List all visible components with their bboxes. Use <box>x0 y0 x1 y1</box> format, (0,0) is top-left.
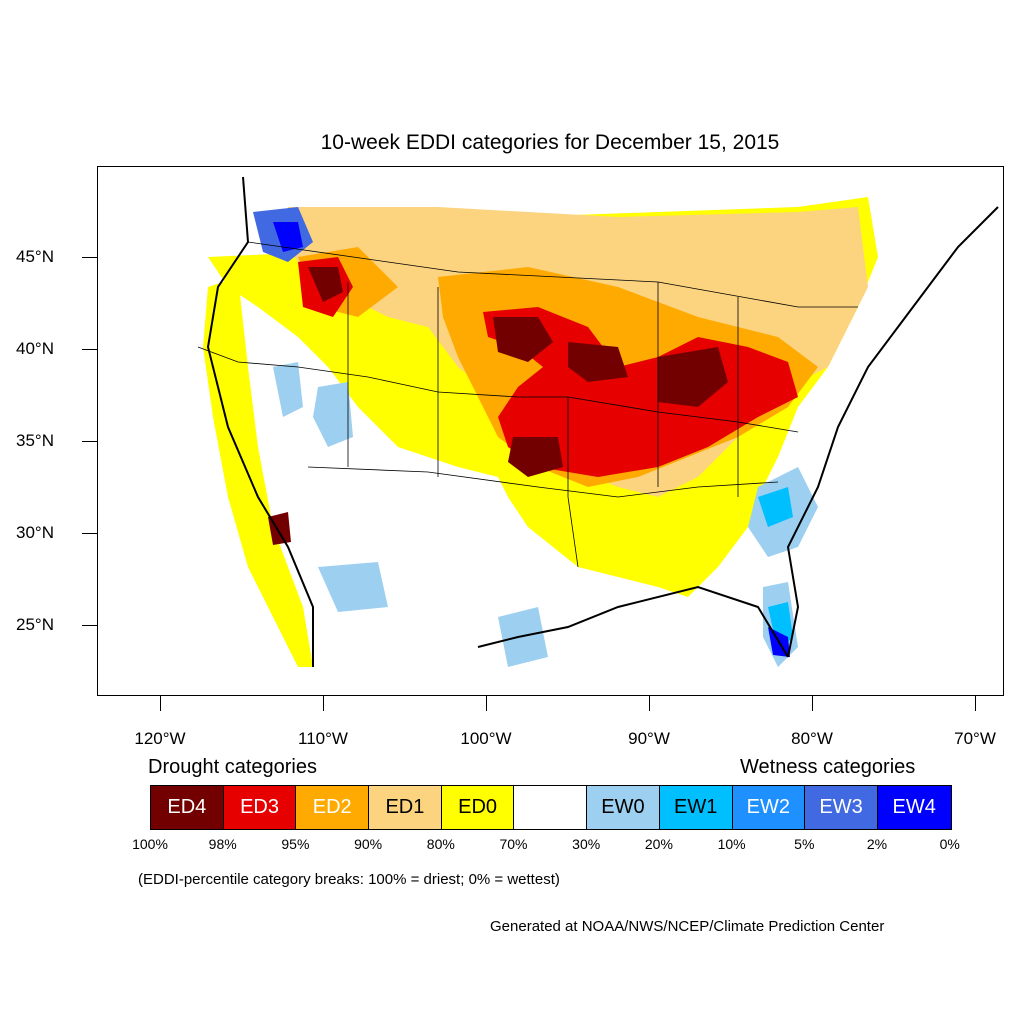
lon-tick <box>812 696 813 711</box>
legend-percentile: 20% <box>644 836 673 852</box>
map-canvas <box>197 176 999 667</box>
category-note: (EDDI-percentile category breaks: 100% =… <box>138 871 560 888</box>
lat-label-25: 25°N <box>16 615 54 634</box>
credit-text: Generated at NOAA/NWS/NCEP/Climate Predi… <box>490 918 885 935</box>
lat-label-45: 45°N <box>16 247 54 266</box>
legend-swatch: EW2 <box>732 786 806 829</box>
ed4-region <box>268 267 728 545</box>
eddi-map <box>97 166 1004 696</box>
ed3-region <box>298 257 798 477</box>
lon-label-100: 100°W <box>460 729 512 748</box>
legend-percentile: 98% <box>208 836 237 852</box>
lon-tick <box>323 696 324 711</box>
legend-percentile: 10% <box>717 836 746 852</box>
lat-label-35: 35°N <box>16 431 54 450</box>
lat-tick <box>82 349 97 350</box>
legend-swatch: EW3 <box>805 786 878 829</box>
legend-percentile: 2% <box>866 836 888 852</box>
legend-percentile: 90% <box>354 836 383 852</box>
lat-tick <box>82 257 97 258</box>
legend-percentile: 95% <box>281 836 310 852</box>
legend-swatch: ED0 <box>441 786 515 829</box>
lat-tick <box>82 533 97 534</box>
boundaries <box>197 241 858 568</box>
legend-swatch: ED3 <box>223 786 297 829</box>
drought-heading: Drought categories <box>148 756 317 778</box>
lon-label-120: 120°W <box>134 729 186 748</box>
lon-label-110: 110°W <box>298 729 348 748</box>
ew0-regions <box>273 362 818 667</box>
ed0-west-coast <box>203 277 313 667</box>
map-title: 10-week EDDI categories for December 15,… <box>320 131 780 154</box>
lon-label-70: 70°W <box>954 729 996 748</box>
legend-swatch: EW4 <box>877 786 951 829</box>
lat-tick <box>82 625 97 626</box>
legend-percentile: 30% <box>572 836 601 852</box>
legend-swatch: ED4 <box>151 786 224 829</box>
legend-percentile: 0% <box>939 836 960 852</box>
lon-tick <box>486 696 487 711</box>
lon-tick <box>160 696 161 711</box>
legend-colorbar: ED4 ED3 ED2 ED1 ED0 EW0 EW1 EW2 EW3 EW4 <box>150 785 952 830</box>
legend-percentile: 80% <box>426 836 455 852</box>
lat-tick <box>82 441 97 442</box>
legend-swatch: EW0 <box>587 786 660 829</box>
lon-label-80: 80°W <box>791 729 833 748</box>
legend-percentile: 70% <box>499 836 528 852</box>
ew1-regions <box>758 487 793 652</box>
lon-tick <box>975 696 976 711</box>
legend-swatch: EW1 <box>659 786 733 829</box>
lat-label-30: 30°N <box>16 523 54 542</box>
lon-label-90: 90°W <box>628 729 670 748</box>
legend-swatch: ED2 <box>296 786 370 829</box>
wetness-heading: Wetness categories <box>740 756 916 778</box>
legend-swatch: ED1 <box>369 786 442 829</box>
legend-percentile: 5% <box>794 836 815 852</box>
lat-label-40: 40°N <box>16 339 54 358</box>
legend-percentile: 100% <box>132 836 168 852</box>
legend-swatch <box>514 786 588 829</box>
coastlines <box>206 176 999 667</box>
lon-tick <box>649 696 650 711</box>
